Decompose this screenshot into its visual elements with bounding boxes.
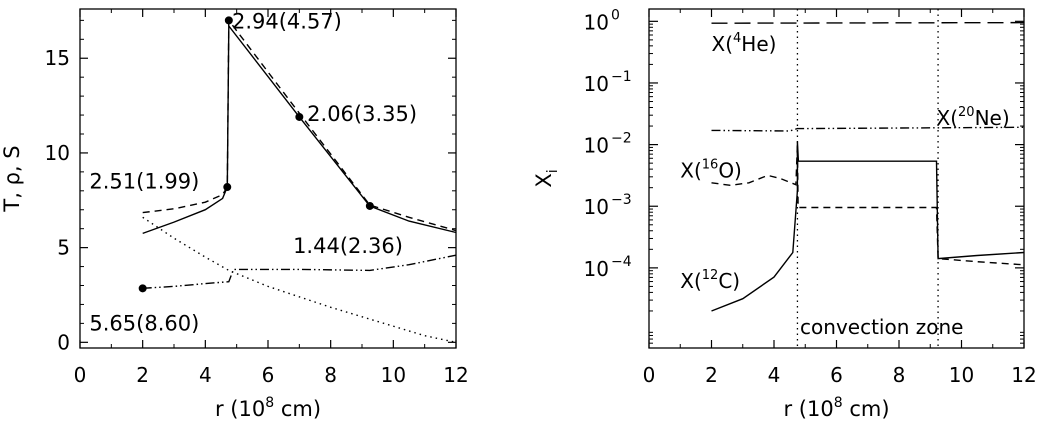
series-line-dashdotdot — [142, 254, 457, 289]
left-panel: 0 2 4 6 8 10 12 0 5 10 15 r (108 cm) T, ρ, S 2.94(4.5… — [0, 8, 469, 421]
y-tick-exponent: −2 — [611, 131, 632, 147]
x-tick-label: 12 — [1011, 363, 1036, 387]
data-point-marker — [365, 201, 374, 210]
x-tick-label: 0 — [74, 363, 87, 387]
y-axis-label: Xi — [532, 169, 561, 187]
series-line-solid — [142, 23, 457, 235]
x-tick-label: 2 — [136, 363, 149, 387]
convection-zone-label: convection zone — [800, 315, 963, 339]
species-label: X(20Ne) — [937, 105, 1010, 130]
value-annotation: 5.65(8.60) — [89, 311, 199, 335]
value-annotation: 1.44(2.36) — [293, 234, 403, 258]
data-point-marker — [295, 112, 304, 121]
x-tick-label: 0 — [643, 363, 656, 387]
x-tick-label: 10 — [949, 363, 974, 387]
x-tick-label: 4 — [768, 363, 781, 387]
y-tick-label: 10 — [45, 141, 70, 165]
x-axis-label: r (108 cm) — [783, 395, 889, 421]
y-axis-label: T, ρ, S — [0, 145, 24, 212]
x-tick-label: 10 — [381, 363, 406, 387]
series-line-solid — [711, 141, 1025, 312]
y-tick-exponent: 0 — [611, 7, 620, 23]
series-line-dashed — [142, 18, 457, 232]
y-tick-exponent: −3 — [611, 192, 632, 208]
y-tick-label: 15 — [45, 46, 70, 70]
x-tick-label: 8 — [324, 363, 337, 387]
x-axis-label: r (108 cm) — [215, 395, 321, 421]
y-tick-label: 5 — [57, 236, 70, 260]
x-tick-label: 4 — [199, 363, 212, 387]
y-tick-exponent: −4 — [611, 254, 632, 270]
data-point-marker — [224, 16, 233, 25]
data-point-marker — [223, 183, 232, 192]
x-tick-label: 6 — [830, 363, 843, 387]
y-tick-label: 10 — [584, 134, 609, 158]
x-tick-label: 6 — [262, 363, 275, 387]
y-tick-label: 10 — [584, 10, 609, 34]
series-line-longdash — [711, 21, 1025, 24]
value-annotation: 2.06(3.35) — [307, 102, 417, 126]
species-label: X(16O) — [680, 157, 742, 182]
y-tick-label: 10 — [584, 72, 609, 96]
species-label: X(4He) — [712, 31, 777, 56]
data-point-marker — [138, 284, 147, 293]
x-tick-label: 8 — [893, 363, 906, 387]
value-annotation: 2.94(4.57) — [232, 9, 342, 33]
x-tick-label: 2 — [705, 363, 718, 387]
x-tick-label: 12 — [443, 363, 468, 387]
series-line-dotted — [142, 216, 457, 343]
plot-frame — [648, 8, 1025, 349]
y-tick-label: 10 — [584, 195, 609, 219]
y-tick-label: 0 — [57, 330, 70, 354]
value-annotation: 2.51(1.99) — [89, 169, 199, 193]
species-label: X(12C) — [680, 268, 740, 293]
y-tick-label: 10 — [584, 257, 609, 281]
y-tick-exponent: −1 — [611, 69, 632, 85]
series-line-dashed — [711, 144, 1025, 266]
